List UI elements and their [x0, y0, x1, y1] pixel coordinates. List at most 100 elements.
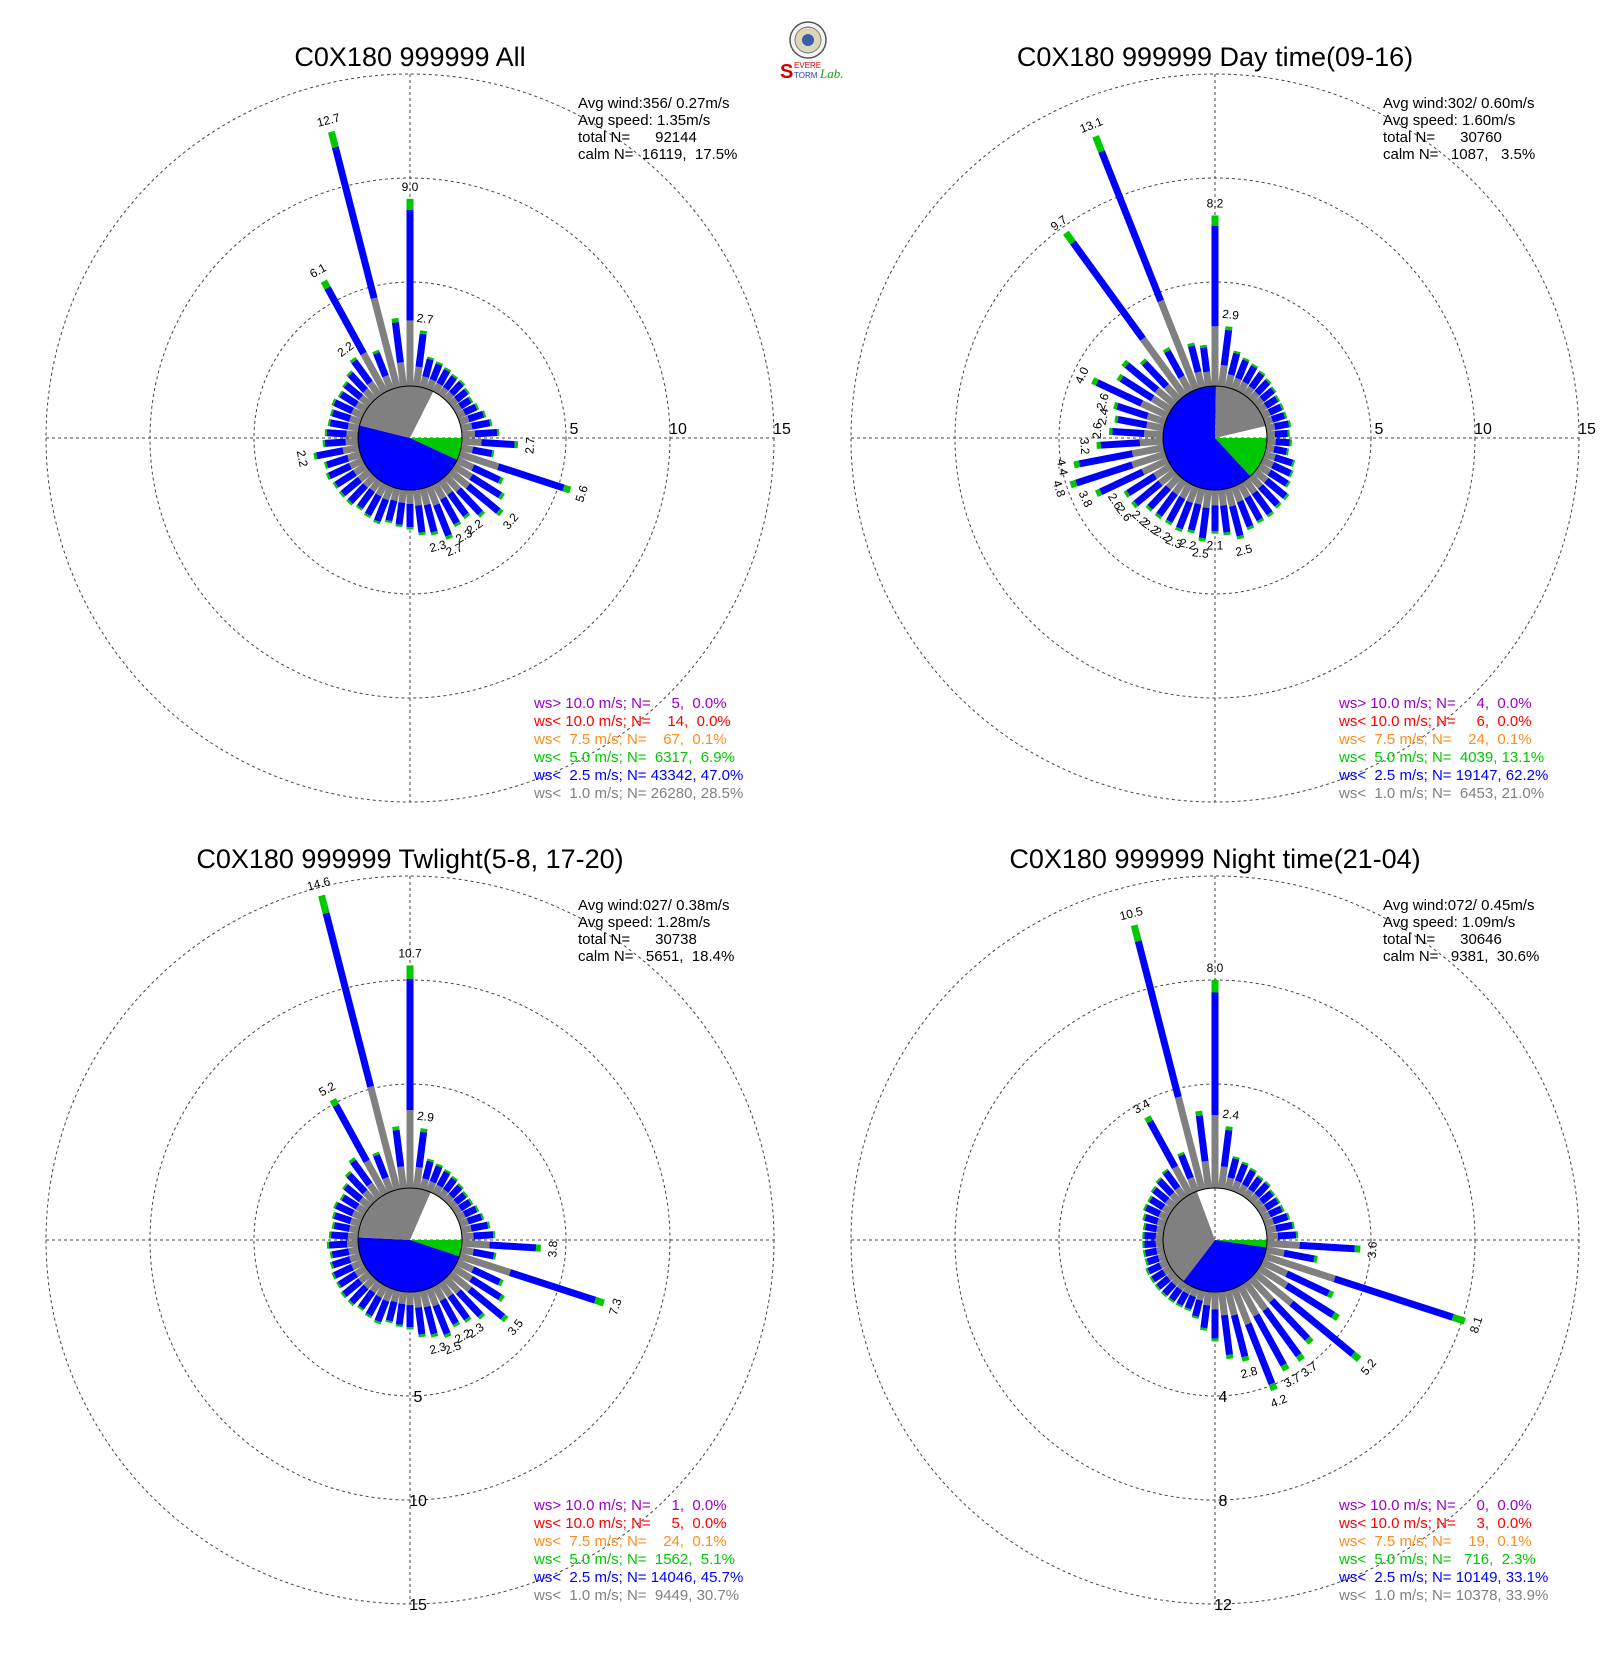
petal-segment-lt2_5	[467, 1286, 506, 1320]
petal-segment-lt1	[350, 1258, 365, 1271]
wind-petal	[1242, 478, 1275, 518]
petal-segment-lt5	[364, 1313, 373, 1319]
petal-segment-lt5	[467, 396, 474, 404]
petal-segment-lt5	[487, 1221, 491, 1229]
wind-petal	[336, 1264, 368, 1289]
petal-segment-lt2_5	[508, 1269, 597, 1304]
petal-segment-lt1	[452, 462, 473, 480]
wind-petal	[1218, 1291, 1234, 1360]
calm-pie-lt2_5	[1183, 1240, 1267, 1293]
wind-petal	[443, 473, 486, 518]
petal-segment-lt5	[1256, 517, 1265, 524]
wind-petal	[458, 450, 572, 494]
petal-segment-lt5	[496, 508, 504, 517]
panel-title: C0X180 999999 Night time(21-04)	[1009, 844, 1420, 874]
wind-petal	[437, 373, 459, 398]
petal-segment-lt2_5	[1176, 500, 1193, 530]
legend-entry: ws< 1.0 m/s; N= 6453, 21.0%	[1338, 785, 1544, 802]
petal-segment-lt1	[382, 485, 395, 501]
wind-petal	[1266, 437, 1293, 447]
petal-segment-lt1	[349, 1252, 362, 1263]
petal-segment-lt1	[406, 1292, 414, 1306]
wind-petal	[1224, 487, 1245, 540]
wind-petal	[458, 1212, 485, 1228]
wind-petal	[1252, 468, 1290, 501]
petal-segment-lt5	[1241, 1355, 1250, 1362]
ring-label: 4	[1219, 1389, 1228, 1406]
wind-petal	[1263, 1212, 1291, 1228]
petal-segment-lt2_5	[342, 1278, 363, 1298]
petal-segment-lt5	[1195, 1110, 1203, 1117]
petal-segment-lt5	[333, 1201, 339, 1209]
petal-segment-lt2_5	[1187, 503, 1202, 531]
petal-segment-lt1	[1131, 450, 1167, 469]
petal-segment-lt1	[351, 1210, 365, 1222]
wind-petal	[1091, 377, 1170, 420]
petal-segment-lt2_5	[1124, 362, 1160, 393]
calm-pie-outline	[1162, 385, 1268, 491]
petal-segment-lt1	[1242, 1280, 1269, 1312]
petal-segment-lt5	[430, 531, 439, 536]
petal-segment-lt5	[1164, 519, 1173, 526]
wind-petal	[347, 1275, 377, 1307]
petal-segment-lt2_5	[471, 446, 493, 458]
wind-petal	[455, 1204, 480, 1222]
petal-segment-lt1	[354, 401, 368, 414]
wind-petal	[461, 1239, 542, 1252]
wind-petal	[1211, 1292, 1219, 1342]
petal-segment-lt1	[1187, 1176, 1200, 1193]
petal-segment-lt2_5	[324, 286, 367, 356]
petal-segment-lt5	[392, 1126, 400, 1131]
petal-segment-lt2_5	[385, 1300, 398, 1322]
petal-segment-lt2_5	[1284, 1282, 1336, 1318]
legend-entry: ws> 10.0 m/s; N= 0, 0.0%	[1338, 1497, 1532, 1514]
stats-line: total N= 30646	[1383, 931, 1502, 948]
petal-segment-lt5	[406, 198, 414, 211]
legend-entry: ws< 7.5 m/s; N= 24, 0.1%	[533, 1533, 727, 1550]
petal-segment-lt1	[1260, 456, 1275, 469]
petal-label: 8.2	[1207, 196, 1224, 210]
petal-segment-lt1	[1265, 1224, 1277, 1234]
petal-segment-lt5	[1251, 363, 1259, 369]
petal-segment-lt1	[348, 456, 365, 470]
wind-petal	[337, 390, 368, 414]
petal-segment-lt5	[1279, 402, 1285, 411]
petal-segment-lt1	[413, 1167, 423, 1189]
legend-entry: ws< 5.0 m/s; N= 6317, 6.9%	[533, 749, 735, 766]
petal-segment-lt2_5	[1236, 499, 1254, 528]
petal-segment-lt1	[362, 388, 377, 403]
petal-segment-lt5	[1113, 401, 1119, 410]
petal-segment-lt1	[1156, 1218, 1167, 1228]
wind-petal	[373, 1287, 395, 1325]
petal-segment-lt5	[336, 1281, 342, 1289]
petal-label: 8.0	[1207, 961, 1224, 975]
petal-segment-lt2_5	[373, 497, 390, 523]
petal-segment-lt2_5	[328, 1240, 348, 1249]
wind-petal	[331, 1221, 360, 1234]
petal-segment-lt5	[1233, 350, 1241, 355]
petal-segment-lt5	[426, 1158, 435, 1163]
petal-segment-lt1	[354, 1264, 368, 1278]
wind-petal	[1130, 924, 1206, 1191]
wind-petal	[452, 462, 505, 501]
petal-segment-lt1	[382, 1287, 395, 1302]
petal-segment-lt5	[1123, 490, 1131, 498]
petal-segment-lt1	[1203, 371, 1212, 387]
petal-segment-lt1	[347, 1232, 359, 1241]
petal-segment-lt2_5	[1244, 1322, 1276, 1386]
petal-segment-lt5	[489, 418, 493, 427]
petal-segment-lt1	[375, 481, 389, 497]
wind-petal	[1242, 370, 1266, 398]
petal-segment-lt2_5	[1220, 505, 1231, 533]
petal-segment-lt2_5	[1144, 1204, 1162, 1218]
petal-label: 4.4	[1054, 458, 1071, 477]
wind-petal	[1265, 1246, 1318, 1263]
petal-segment-lt2_5	[1195, 1115, 1209, 1162]
wind-petal	[1096, 437, 1164, 449]
petal-label: 2.7	[444, 540, 465, 559]
wind-petal	[327, 418, 360, 432]
petal-label: 9.7	[1048, 212, 1070, 233]
wind-petal	[443, 1275, 486, 1320]
petal-segment-lt1	[349, 1217, 362, 1228]
wind-petal	[346, 370, 377, 403]
